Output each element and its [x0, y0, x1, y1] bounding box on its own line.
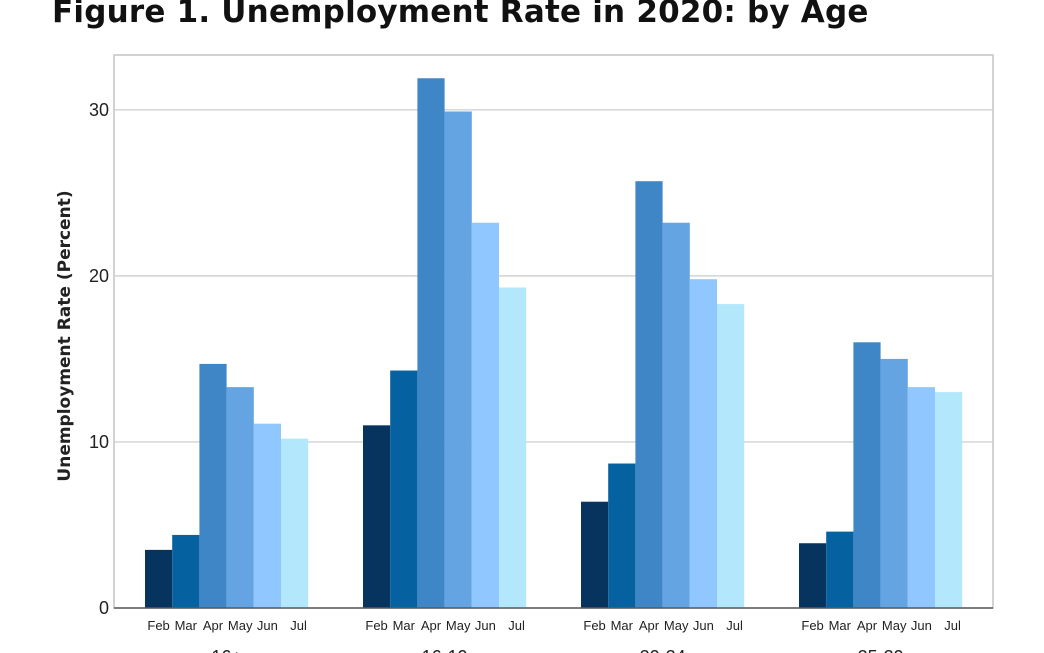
- month-label-25-29-Jul: Jul: [944, 618, 961, 633]
- chart-title: Figure 1. Unemployment Rate in 2020: by …: [52, 0, 869, 30]
- bar-16+-Apr: [199, 363, 227, 608]
- group-label-20-24: 20-24: [640, 647, 686, 653]
- group-label-16+: 16+: [211, 647, 242, 653]
- group-label-16-19: 16-19: [422, 647, 468, 653]
- month-label-25-29-May: May: [882, 618, 907, 633]
- bar-16-19-Feb: [363, 425, 391, 608]
- bar-20-24-Mar: [608, 463, 636, 608]
- month-label-16+-Feb: Feb: [147, 618, 169, 633]
- bar-16-19-Mar: [390, 370, 418, 608]
- bar-16+-Jun: [253, 423, 281, 608]
- labels: 0 10 20 30 Feb Mar Apr May Jun Jul 16+ Feb Mar Apr May…: [89, 100, 961, 653]
- bar-16+-Jul: [281, 438, 309, 608]
- y-tick-label-20: 20: [89, 266, 109, 286]
- bar-16-19-Jul: [499, 287, 527, 608]
- month-label-20-24-Feb: Feb: [583, 618, 605, 633]
- month-label-16-19-May: May: [446, 618, 471, 633]
- month-label-25-29-Feb: Feb: [801, 618, 823, 633]
- bar-20-24-Feb: [581, 501, 609, 608]
- month-label-16-19-Mar: Mar: [393, 618, 416, 633]
- bar-16-19-Jun: [471, 222, 499, 608]
- month-label-25-29-Jun: Jun: [911, 618, 932, 633]
- month-label-25-29-Apr: Apr: [857, 618, 878, 633]
- month-label-16-19-Jul: Jul: [508, 618, 525, 633]
- bar-25-29-Feb: [799, 543, 827, 608]
- bar-20-24-May: [662, 222, 690, 608]
- month-label-16-19-Apr: Apr: [421, 618, 442, 633]
- bar-16+-Feb: [145, 549, 173, 608]
- bar-20-24-Apr: [635, 181, 663, 608]
- bar-16-19-May: [444, 111, 472, 608]
- month-label-16-19-Feb: Feb: [365, 618, 387, 633]
- month-label-20-24-Jul: Jul: [726, 618, 743, 633]
- bar-25-29-Apr: [853, 342, 881, 608]
- bar-25-29-Jun: [907, 387, 935, 608]
- month-label-20-24-Jun: Jun: [693, 618, 714, 633]
- bar-20-24-Jun: [689, 279, 717, 608]
- y-tick-label-10: 10: [89, 432, 109, 452]
- month-label-16-19-Jun: Jun: [475, 618, 496, 633]
- month-label-16+-Jul: Jul: [290, 618, 307, 633]
- group-label-25-29: 25-29: [858, 647, 904, 653]
- y-axis-title: Unemployment Rate (Percent): [55, 190, 75, 481]
- month-label-25-29-Mar: Mar: [829, 618, 852, 633]
- bar-20-24-Jul: [717, 304, 745, 608]
- month-label-16+-Apr: Apr: [203, 618, 224, 633]
- month-label-20-24-Apr: Apr: [639, 618, 660, 633]
- month-label-20-24-Mar: Mar: [611, 618, 634, 633]
- bar-16-19-Apr: [417, 78, 445, 608]
- bar-25-29-May: [880, 358, 908, 608]
- y-tick-label-0: 0: [99, 598, 109, 618]
- month-label-16+-Mar: Mar: [175, 618, 198, 633]
- month-label-16+-May: May: [228, 618, 253, 633]
- bar-16+-May: [226, 387, 254, 608]
- bar-16+-Mar: [172, 534, 200, 608]
- month-label-16+-Jun: Jun: [257, 618, 278, 633]
- month-label-20-24-May: May: [664, 618, 689, 633]
- bar-25-29-Jul: [935, 392, 963, 608]
- bar-25-29-Mar: [826, 531, 854, 608]
- bars: [145, 78, 963, 608]
- y-tick-label-30: 30: [89, 100, 109, 120]
